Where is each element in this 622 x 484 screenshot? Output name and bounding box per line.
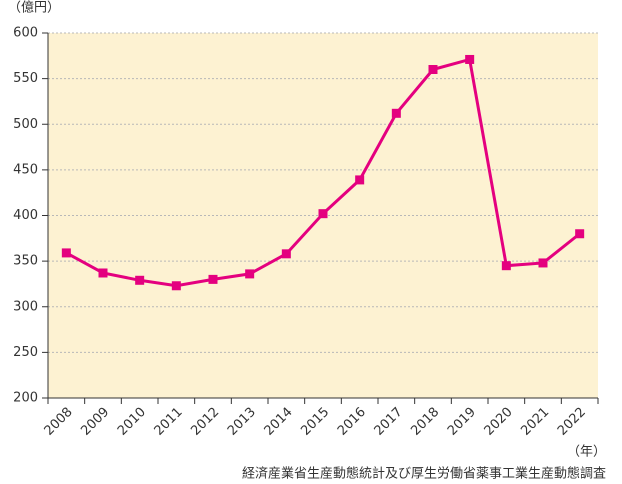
y-tick-label: 500: [13, 117, 38, 132]
source: 経済産業省生産動態統計及び厚生労働省薬事工業生産動態調査: [242, 466, 606, 482]
x-tick-label: 2021: [518, 405, 552, 439]
x-tick-label: 2015: [298, 405, 332, 439]
data-point: [208, 274, 218, 284]
x-tick-label: 2017: [372, 405, 406, 439]
data-point: [245, 269, 255, 279]
x-tick-label: 2018: [408, 405, 442, 439]
data-point: [281, 249, 291, 259]
x-tick-label: 2016: [335, 405, 369, 439]
x-tick-label: 2019: [445, 405, 479, 439]
data-point: [501, 261, 511, 271]
x-tick-label: 2013: [225, 405, 259, 439]
y-tick-label: 600: [13, 26, 38, 41]
x-tick-label: 2020: [482, 405, 516, 439]
y-tick-label: 250: [13, 345, 38, 360]
data-point: [61, 248, 71, 258]
y-tick-label: 300: [13, 299, 38, 314]
data-point: [171, 281, 181, 291]
data-point: [318, 209, 328, 219]
data-point: [135, 275, 145, 285]
data-point: [428, 65, 438, 74]
y-tick-label: 550: [13, 71, 38, 86]
x-tick-label: 2011: [152, 405, 186, 439]
x-tick-label: 2014: [262, 405, 296, 439]
x-tick-label: 2022: [555, 405, 589, 439]
x-unit: （年）: [567, 445, 606, 460]
x-tick-label: 2008: [42, 405, 76, 439]
y-tick-label: 400: [13, 208, 38, 223]
y-tick-label: 200: [13, 391, 38, 406]
x-tick-label: 2012: [188, 405, 222, 439]
data-point: [465, 54, 475, 64]
y-unit: （億円）: [8, 0, 60, 16]
data-point: [391, 108, 401, 118]
data-point: [538, 258, 548, 268]
y-tick-label: 450: [13, 162, 38, 177]
data-point: [355, 175, 365, 185]
data-point: [575, 229, 585, 239]
data-point: [98, 268, 108, 278]
x-tick-label: 2010: [115, 405, 149, 439]
x-tick-label: 2009: [78, 405, 112, 439]
y-tick-label: 350: [13, 254, 38, 269]
